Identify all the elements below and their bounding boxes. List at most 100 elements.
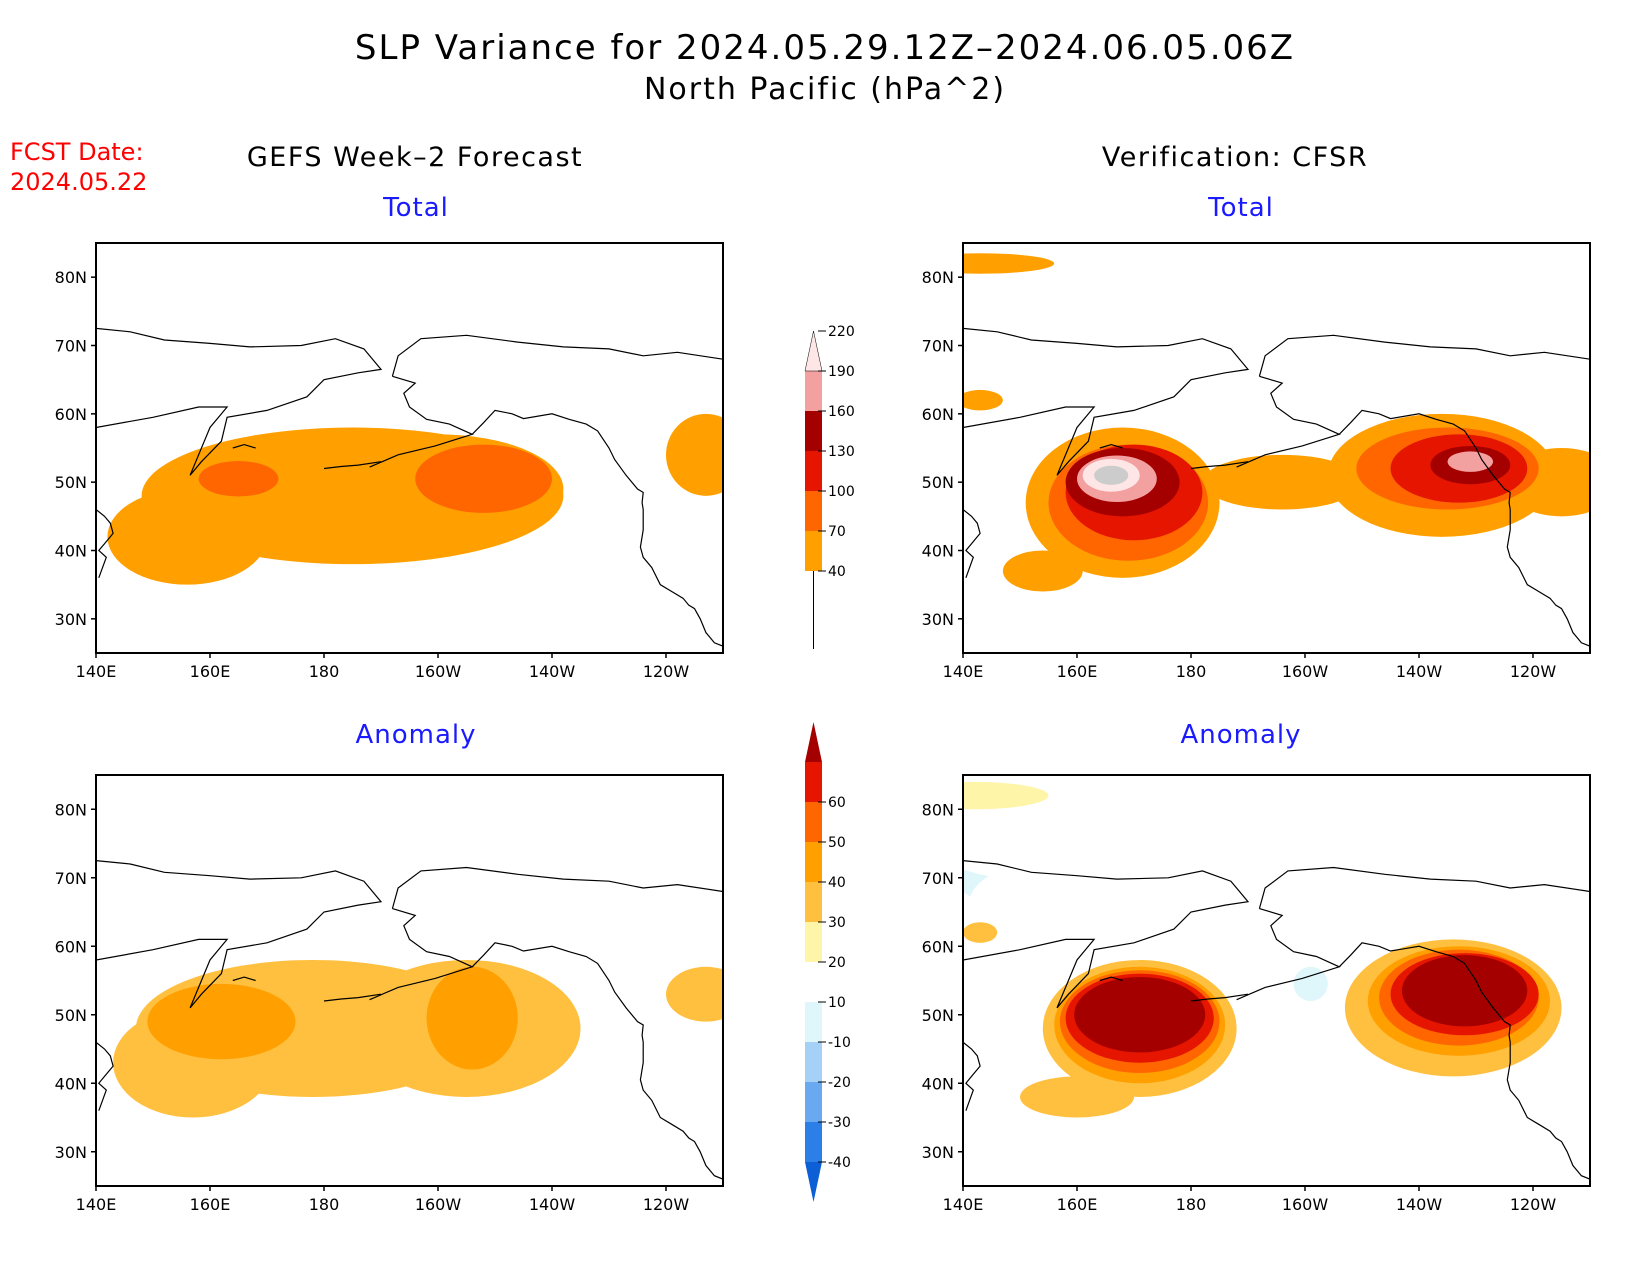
contour-fill — [147, 983, 296, 1060]
colorbar-tick-label: -10 — [828, 1035, 851, 1051]
colorbar-tick-label: 10 — [828, 995, 846, 1011]
lon-tick-label: 140W — [529, 1195, 576, 1214]
colorbar-tick-label: 70 — [828, 524, 846, 540]
contour-fill — [963, 802, 1590, 899]
map-frame — [962, 242, 1591, 654]
lon-tick-label: 160W — [1282, 1195, 1329, 1214]
lat-tick-label: 60N — [922, 937, 954, 956]
fcst-date-value: 2024.05.22 — [10, 168, 148, 196]
colorbar-segment — [805, 1082, 822, 1122]
colorbar-segment — [805, 531, 822, 571]
lat-tick-label: 70N — [922, 869, 954, 888]
lon-tick-label: 140E — [943, 662, 984, 681]
contour-fill — [1498, 870, 1590, 967]
contour-fill — [1094, 465, 1129, 485]
lon-tick-label: 160E — [1057, 1195, 1098, 1214]
coastline — [96, 327, 723, 647]
colorbar-tick-label: 130 — [828, 444, 855, 460]
colorbar-tick-label: -30 — [828, 1115, 851, 1131]
lon-tick-label: 160W — [415, 662, 462, 681]
lon-tick-label: 120W — [643, 1195, 690, 1214]
colorbar-segment — [805, 922, 822, 962]
colorbar-segment — [805, 1002, 822, 1042]
colorbar-segment — [805, 371, 822, 411]
colorbar-tick-label: 60 — [828, 795, 846, 811]
lon-tick-label: 160W — [415, 1195, 462, 1214]
lat-tick-label: 70N — [55, 869, 87, 888]
contour-fill — [1111, 1096, 1226, 1139]
lon-tick-label: 180 — [1176, 1195, 1207, 1214]
shaded-field — [107, 413, 723, 585]
lat-tick-label: 50N — [55, 473, 87, 492]
colorbar-tick-label: 160 — [828, 404, 855, 420]
contour-fill — [1293, 966, 1328, 1002]
shaded-field — [113, 959, 723, 1130]
colorbar-tick-label: 220 — [828, 324, 855, 340]
shaded-field — [963, 781, 1590, 1139]
colorbar-segment — [805, 1042, 822, 1082]
colorbar-tick-label: 100 — [828, 484, 855, 500]
colorbar-segment — [805, 411, 822, 451]
lon-tick-label: 140W — [1396, 662, 1443, 681]
lat-tick-label: 30N — [922, 610, 954, 629]
map-panel-verification-total: 30N 40N 50N 60N 70N 80N 140E 160E 180 160W 140W 120… — [922, 242, 1591, 681]
colorbar-tick-label: 40 — [828, 875, 846, 891]
map-frame — [95, 242, 724, 654]
lat-tick-label: 80N — [922, 268, 954, 287]
lon-tick-label: 140E — [943, 1195, 984, 1214]
panel-title-verification-total: Total — [1208, 193, 1274, 223]
colorbar-tick-label: 50 — [828, 835, 846, 851]
lat-tick-label: 30N — [55, 1143, 87, 1162]
panel-title-forecast-total: Total — [383, 193, 449, 223]
left-column-title: GEFS Week–2 Forecast — [246, 142, 584, 173]
contour-fill — [963, 922, 998, 943]
colorbar-tick-label: 30 — [828, 915, 846, 931]
colorbar-segment — [805, 722, 822, 762]
colorbar-segment — [805, 1122, 822, 1162]
colorbar-segment — [805, 762, 822, 802]
panel-title-forecast-anomaly: Anomaly — [355, 720, 477, 750]
contour-fill — [1401, 955, 1528, 1027]
colorbar-segment — [805, 451, 822, 491]
lat-tick-label: 60N — [922, 405, 954, 424]
panel-title-verification-anomaly: Anomaly — [1180, 720, 1302, 750]
map-panel-verification-anomaly: 30N 40N 50N 60N 70N 80N 140E 160E 180 160W 140W 120… — [922, 774, 1591, 1214]
lat-tick-label: 80N — [55, 800, 87, 819]
colorbar-tick-label: 190 — [828, 364, 855, 380]
lon-tick-label: 160E — [1057, 662, 1098, 681]
coastline — [963, 327, 1590, 647]
map-panel-forecast-total: 30N 40N 50N 60N 70N 80N 140E 160E 180 160W 140W 120… — [55, 242, 724, 681]
map-frame — [95, 774, 724, 1187]
figure-title: SLP Variance for 2024.05.29.12Z–2024.06.… — [354, 28, 1296, 68]
lat-tick-label: 60N — [55, 405, 87, 424]
colorbar-tick-label: 40 — [828, 564, 846, 580]
lat-tick-label: 40N — [922, 1074, 954, 1093]
contour-fill — [666, 966, 723, 1022]
map-panel-forecast-anomaly: 30N 40N 50N 60N 70N 80N 140E 160E 180 160W 140W 120… — [55, 774, 724, 1214]
lon-tick-label: 140W — [529, 662, 576, 681]
colorbar-anomaly: -40 -30 -20 -10 10 20 30 40 50 60 — [805, 722, 851, 1202]
colorbar-segment — [804, 330, 823, 372]
colorbar-segment — [805, 491, 822, 531]
lat-tick-label: 80N — [55, 268, 87, 287]
colorbar-segment — [805, 802, 822, 842]
lat-tick-label: 70N — [55, 337, 87, 356]
lon-tick-label: 140E — [76, 1195, 117, 1214]
lon-tick-label: 160E — [190, 662, 231, 681]
contour-fill — [1074, 977, 1206, 1053]
lat-tick-label: 60N — [55, 937, 87, 956]
lat-tick-label: 30N — [922, 1143, 954, 1162]
lat-tick-label: 70N — [922, 337, 954, 356]
contour-fill — [963, 389, 1003, 411]
lat-tick-label: 40N — [55, 542, 87, 561]
contour-fill — [963, 253, 1055, 274]
colorbar-tick-label: -40 — [828, 1155, 851, 1171]
lat-tick-label: 80N — [922, 800, 954, 819]
lon-tick-label: 140E — [76, 662, 117, 681]
contour-fill — [415, 444, 552, 513]
contour-fill — [1202, 454, 1362, 510]
lat-tick-label: 50N — [922, 1006, 954, 1025]
colorbar-segment — [805, 882, 822, 922]
contour-fill — [968, 864, 1106, 947]
